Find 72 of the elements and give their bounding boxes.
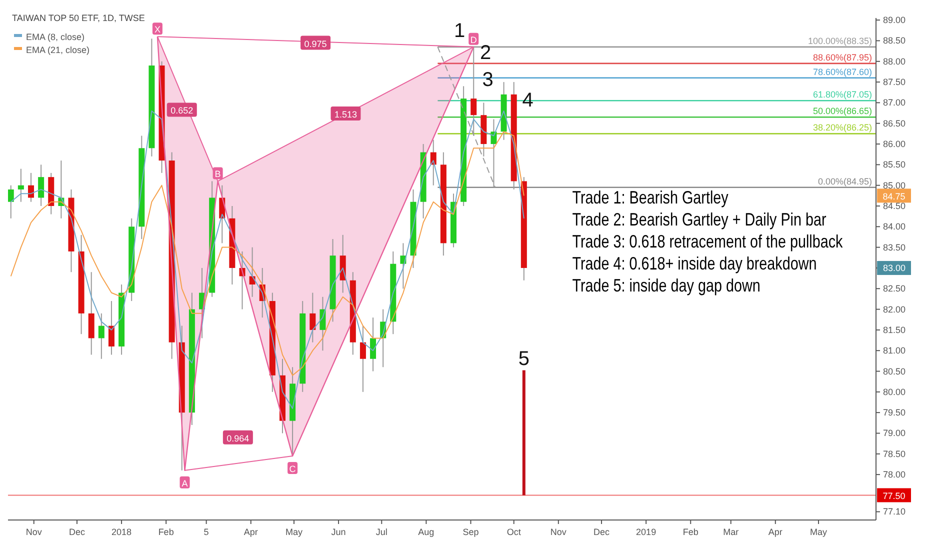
y-tick-label: 89.00 — [883, 15, 906, 26]
data-label: X — [154, 24, 160, 35]
data-label: C — [289, 464, 296, 474]
y-tick-label: 77.10 — [883, 506, 906, 517]
x-tick-label: Apr — [244, 527, 258, 537]
annotation: Trade 4: 0.618+ inside day breakdown — [572, 254, 817, 274]
legend-label: EMA (21, close) — [26, 45, 90, 55]
ref-line-label: 77.50 — [882, 491, 906, 502]
annotation: 1 — [454, 20, 466, 42]
x-tick-label: Jul — [376, 527, 388, 537]
x-tick-label: Dec — [68, 527, 86, 537]
ref-line-label: 88.60%(87.95) — [812, 52, 872, 62]
x-tick-label: Nov — [26, 527, 42, 537]
y-tick-label: 82.50 — [883, 284, 906, 294]
y-tick-label: 88.50 — [883, 36, 906, 46]
annotation: Trade 2: Bearish Gartley + Daily Pin bar — [572, 210, 827, 230]
y-tick-label: 85.00 — [883, 180, 906, 190]
x-tick-label: May — [810, 527, 828, 537]
x-tick-label: Feb — [682, 527, 698, 537]
ref-line-label: 38.20%(86.25) — [812, 122, 872, 133]
y-tick-label: 87.00 — [883, 98, 906, 108]
y-tick-label: 87.50 — [883, 77, 906, 88]
annotation: 0.975 — [304, 38, 327, 49]
y-tick-label: 78.50 — [883, 448, 906, 459]
ref-line-label: 61.80%(87.05) — [812, 90, 872, 100]
y-tick-label: 83.00 — [883, 262, 906, 273]
data-label: A — [182, 478, 188, 488]
x-tick-label: Nov — [550, 527, 567, 537]
x-tick-label: Sep — [462, 527, 479, 537]
legend-label: EMA (8, close) — [26, 32, 85, 42]
y-tick-label: 84.50 — [883, 200, 906, 211]
x-tick-label: Jun — [331, 527, 346, 537]
annotation: 0.652 — [170, 106, 194, 116]
x-tick-label: Feb — [158, 527, 174, 537]
annotation: 5 — [518, 348, 530, 370]
data-label: D — [470, 34, 478, 45]
ref-line-label: 50.00%(86.65) — [812, 106, 872, 116]
data-label: B — [214, 169, 221, 180]
y-tick-label: 79.50 — [883, 408, 906, 418]
y-tick-label: 82.00 — [883, 304, 906, 314]
x-tick-label: Dec — [594, 527, 610, 537]
annotation: 1.513 — [334, 109, 357, 120]
ref-line-label: 100.00%(88.35) — [808, 36, 872, 46]
y-tick-label: 83.50 — [883, 242, 906, 252]
x-tick-label: 2018 — [112, 527, 132, 537]
y-tick-label: 78.00 — [883, 470, 906, 480]
x-tick-label: 2019 — [636, 527, 656, 537]
x-tick-label: 5 — [204, 527, 209, 537]
y-tick-label: 86.00 — [883, 139, 906, 150]
y-tick-label: 80.00 — [883, 386, 906, 397]
y-tick-label: 81.50 — [883, 324, 906, 335]
chart-title: TAIWAN TOP 50 ETF, 1D, TWSE — [12, 13, 145, 23]
y-tick-label: 79.00 — [883, 428, 906, 438]
x-tick-label: Apr — [768, 527, 782, 537]
y-tick-label: 85.50 — [883, 160, 906, 170]
y-tick-label: 80.50 — [883, 366, 906, 376]
ref-line-label: 78.60%(87.60) — [812, 66, 872, 77]
y-tick-label: 81.00 — [883, 346, 906, 356]
x-tick-label: Aug — [418, 527, 434, 537]
x-tick-label: May — [285, 527, 303, 537]
x-tick-label: Oct — [506, 527, 522, 537]
y-tick-label: 84.00 — [883, 222, 906, 232]
annotation: Trade 1: Bearish Gartley — [572, 188, 730, 208]
annotation: Trade 3: 0.618 retracement of the pullback — [572, 232, 844, 252]
annotation: 2 — [480, 42, 492, 64]
text: 84.75 — [882, 192, 906, 202]
x-tick-label: Mar — [723, 527, 739, 537]
y-tick-label: 86.50 — [883, 118, 906, 128]
annotation: 0.964 — [226, 433, 250, 444]
ref-line-label: 0.00%(84.95) — [818, 176, 872, 186]
y-tick-label: 88.00 — [883, 56, 906, 66]
annotation: Trade 5: inside day gap down — [572, 276, 760, 296]
